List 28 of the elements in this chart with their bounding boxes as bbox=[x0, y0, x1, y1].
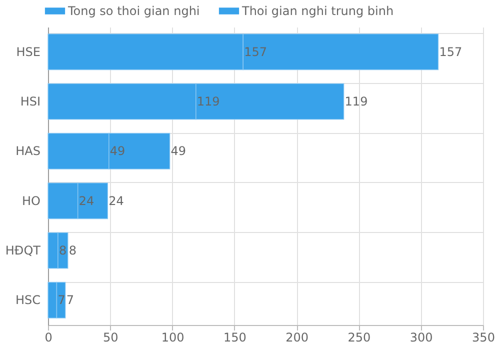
y-tick-label: HĐQT bbox=[5, 244, 42, 258]
data-label: 157 bbox=[439, 44, 462, 59]
x-tick-label: 250 bbox=[348, 330, 371, 344]
data-label: 7 bbox=[58, 293, 66, 308]
x-tick-label: 0 bbox=[44, 330, 52, 344]
x-tick-label: 350 bbox=[472, 330, 495, 344]
y-tick-label: HAS bbox=[16, 144, 40, 158]
data-label: 7 bbox=[66, 293, 74, 308]
data-label: 157 bbox=[244, 44, 268, 59]
x-tick-label: 50 bbox=[103, 330, 118, 344]
data-label: 8 bbox=[58, 244, 67, 258]
y-tick-label: HSC bbox=[15, 293, 40, 308]
data-label: 8 bbox=[68, 244, 77, 258]
y-tick-label: HSI bbox=[20, 94, 40, 108]
data-label: 24 bbox=[78, 194, 94, 208]
legend-label: Tong so thoi gian nghi bbox=[67, 4, 200, 18]
y-tick-label: HSE bbox=[16, 44, 40, 59]
data-label: 49 bbox=[110, 144, 126, 158]
legend-label: Thoi gian nghi trung binh bbox=[241, 4, 394, 18]
x-tick-label: 100 bbox=[161, 330, 184, 344]
y-tick-label: HO bbox=[22, 194, 40, 208]
data-label: 24 bbox=[108, 194, 124, 208]
x-tick-label: 150 bbox=[223, 330, 246, 344]
data-label: 49 bbox=[170, 144, 186, 158]
data-label: 119 bbox=[344, 94, 368, 108]
x-tick-label: 200 bbox=[286, 330, 309, 344]
x-tick-label: 300 bbox=[410, 330, 433, 344]
data-label: 119 bbox=[196, 94, 220, 108]
